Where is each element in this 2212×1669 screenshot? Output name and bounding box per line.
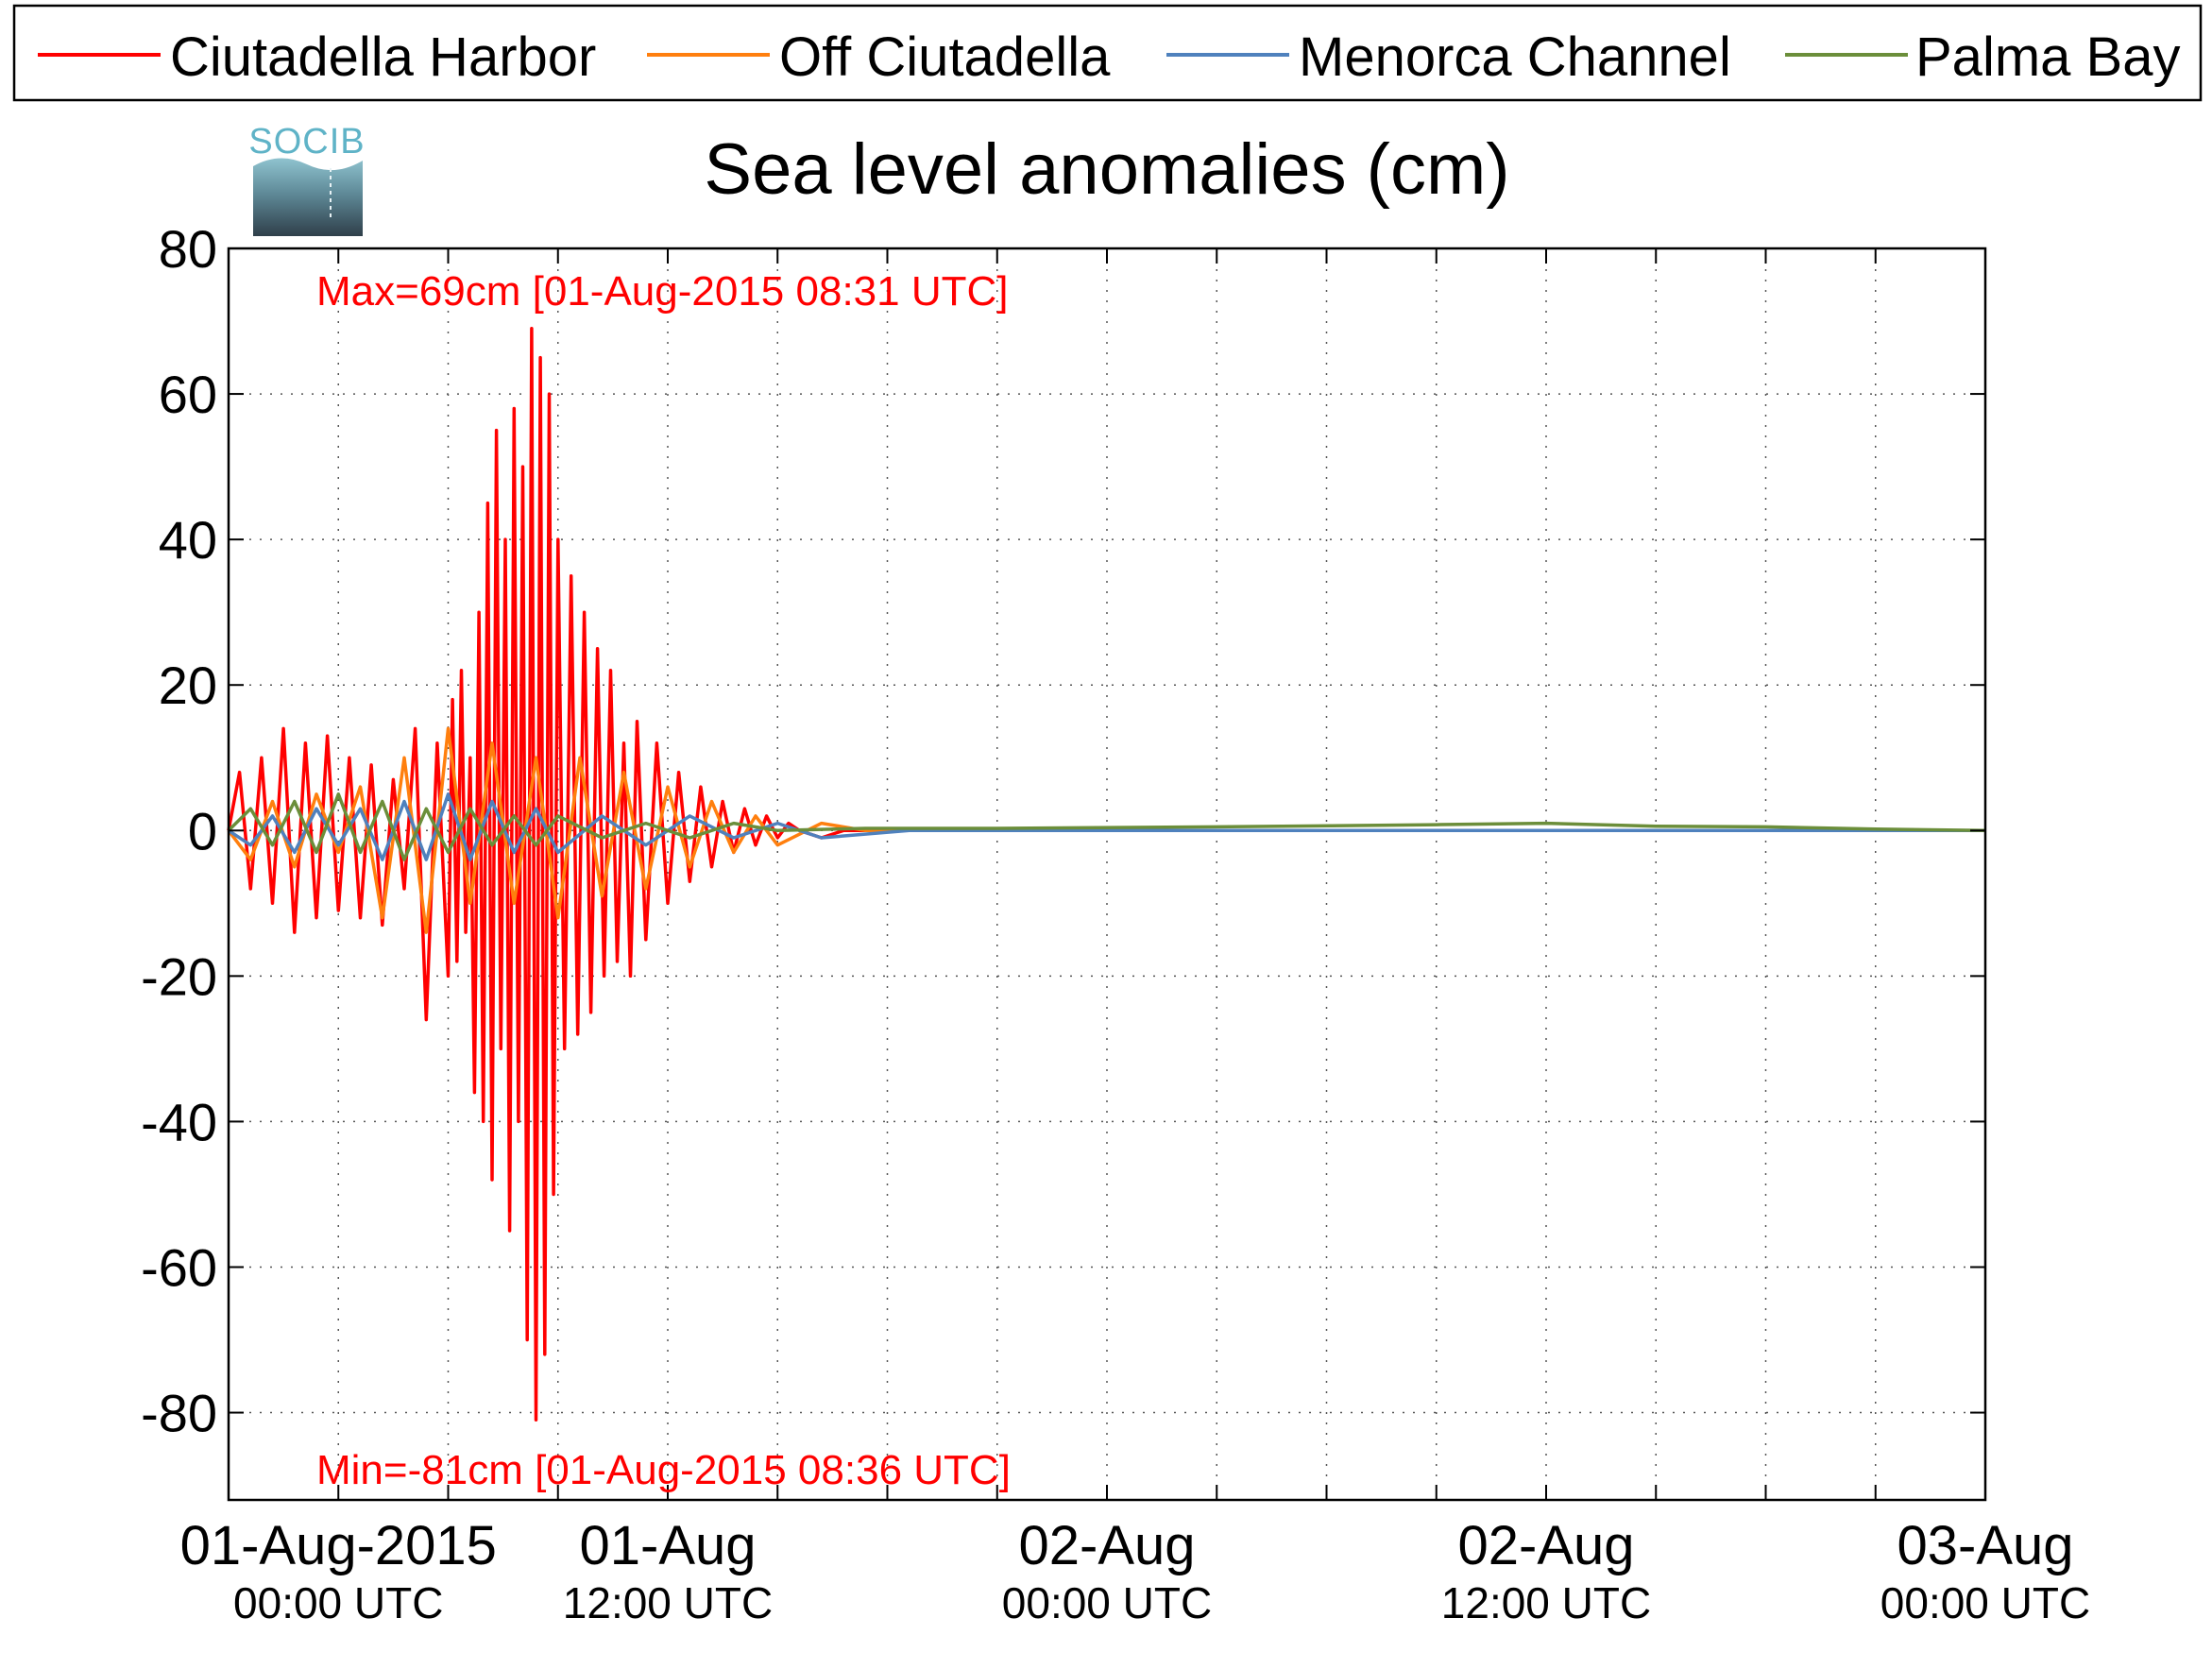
- axis-ticks: [228, 247, 1986, 1500]
- series-line-menorca-channel: [228, 792, 1985, 861]
- x-tick-label-date: 03-Aug: [1897, 1515, 2073, 1576]
- x-tick-label-date: 02-Aug: [1457, 1515, 1634, 1576]
- x-tick-label-time: 12:00 UTC: [563, 1578, 773, 1627]
- y-tick-label: -80: [141, 1384, 217, 1443]
- y-tick-label: 40: [159, 510, 217, 570]
- socib-logo-text: SOCIB: [248, 122, 365, 162]
- annotations: Max=69cm [01-Aug-2015 08:31 UTC] Min=-81c…: [316, 268, 1011, 1493]
- x-tick-label-time: 00:00 UTC: [233, 1578, 443, 1627]
- chart-title: Sea level anomalies (cm): [704, 129, 1509, 210]
- min-annotation: Min=-81cm [01-Aug-2015 08:36 UTC]: [316, 1447, 1011, 1493]
- y-tick-label: 20: [159, 656, 217, 715]
- x-tick-label-time: 00:00 UTC: [1002, 1578, 1212, 1627]
- x-tick-label-date: 02-Aug: [1018, 1515, 1195, 1576]
- data-series: [227, 326, 1986, 1422]
- x-tick-label-time: 12:00 UTC: [1441, 1578, 1651, 1627]
- grid-lines: [228, 247, 1986, 1500]
- legend-label-palma-bay: Palma Bay: [1915, 26, 2180, 88]
- legend: Ciutadella Harbor Off Ciutadella Menorca…: [12, 4, 2203, 102]
- series-line-ciutadella-harbor: [227, 326, 1985, 1422]
- y-tick-label: 80: [159, 219, 217, 279]
- y-tick-label: 60: [159, 365, 217, 424]
- x-tick-label-date: 01-Aug: [579, 1515, 756, 1576]
- y-tick-label: -20: [141, 946, 217, 1006]
- series-line-palma-bay: [227, 792, 1986, 861]
- socib-logo-wave: [253, 158, 363, 236]
- x-tick-label-date: 01-Aug-2015: [180, 1515, 497, 1576]
- socib-logo: SOCIB: [248, 122, 365, 236]
- max-annotation: Max=69cm [01-Aug-2015 08:31 UTC]: [316, 268, 1009, 315]
- legend-label-ciutadella-harbor: Ciutadella Harbor: [170, 26, 596, 88]
- y-tick-label: -60: [141, 1237, 217, 1297]
- legend-label-off-ciutadella: Off Ciutadella: [779, 26, 1111, 88]
- legend-label-menorca-channel: Menorca Channel: [1299, 26, 1731, 88]
- x-tick-label-time: 00:00 UTC: [1880, 1578, 2090, 1627]
- y-tick-labels: 80 60 40 20 0 -20 -40 -60 -80: [141, 219, 217, 1443]
- y-tick-label: -40: [141, 1092, 217, 1151]
- y-tick-label: 0: [188, 801, 217, 860]
